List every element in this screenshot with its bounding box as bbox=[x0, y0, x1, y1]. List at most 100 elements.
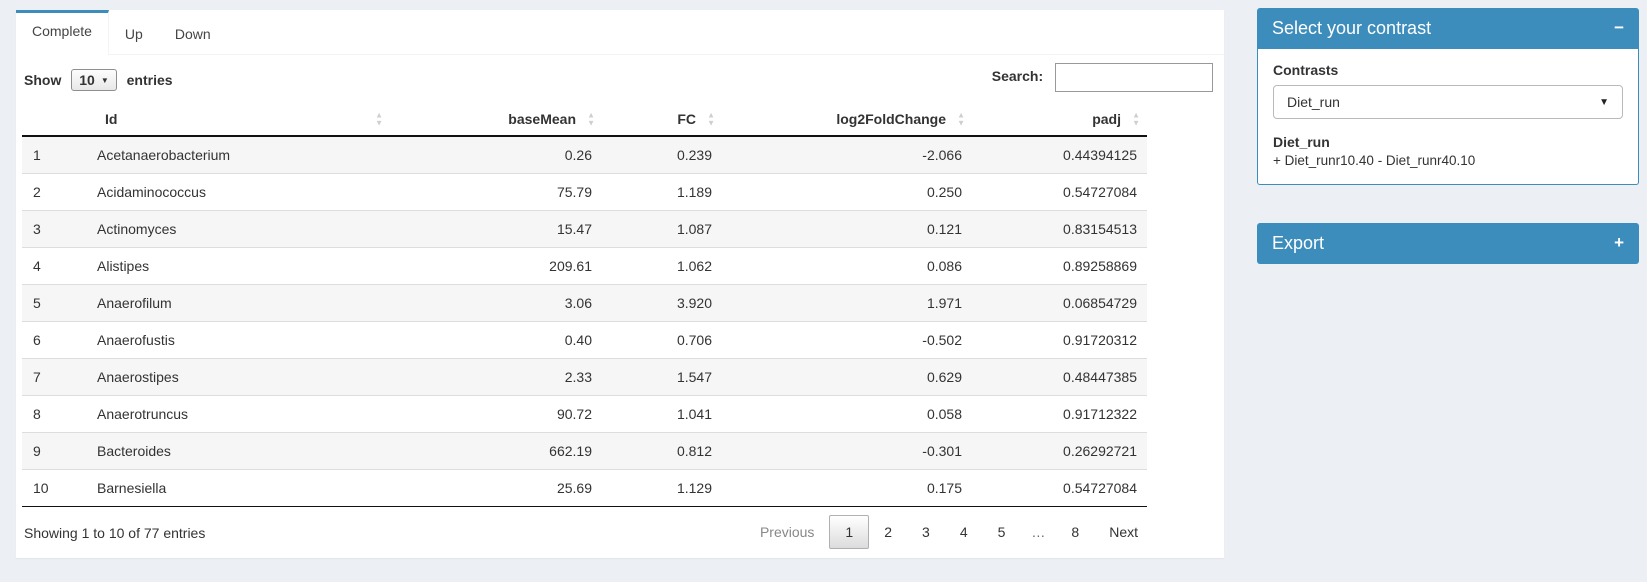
header-padj[interactable]: padj ▲ ▼ bbox=[972, 103, 1147, 137]
page-length-value: 10 bbox=[79, 72, 95, 88]
contrast-select[interactable]: Diet_run ▼ bbox=[1273, 85, 1623, 119]
table-row: 10 Barnesiella 25.69 1.129 0.175 0.54727084 bbox=[22, 469, 1147, 507]
pagination-page-4[interactable]: 4 bbox=[959, 524, 968, 540]
pagination: Previous 1 2 3 4 5 … 8 Next bbox=[745, 515, 1153, 549]
table-cell: Acidaminococcus bbox=[80, 173, 390, 211]
table-cell: 1.041 bbox=[602, 395, 722, 433]
pagination-page-1[interactable]: 1 bbox=[829, 515, 870, 549]
table-cell: 0.44394125 bbox=[1063, 147, 1137, 163]
pagination-page-2[interactable]: 2 bbox=[884, 524, 893, 540]
table-cell: 3.06 bbox=[390, 284, 602, 322]
table-cell: 0.175 bbox=[722, 469, 972, 507]
table-cell: 1.547 bbox=[602, 358, 722, 396]
table-cell: 2 bbox=[22, 173, 80, 211]
table-body: 1 Acetanaerobacterium 0.26 0.239 -2.066 0.443… bbox=[22, 136, 1147, 507]
sort-icon: ▲ ▼ bbox=[375, 110, 383, 127]
table-cell: Actinomyces bbox=[80, 210, 390, 248]
pagination-page-5[interactable]: 5 bbox=[997, 524, 1006, 540]
table-cell: -0.301 bbox=[722, 432, 972, 470]
table-cell: 0.706 bbox=[602, 321, 722, 359]
table-row: 3 Actinomyces 15.47 1.087 0.121 0.83154513 bbox=[22, 210, 1147, 248]
table-cell: Anaerostipes bbox=[80, 358, 390, 396]
contrast-panel: Select your contrast − Contrasts Diet_ru… bbox=[1257, 8, 1639, 185]
table-cell: 1.971 bbox=[722, 284, 972, 322]
table-cell: 0.812 bbox=[602, 432, 722, 470]
table-row: 6 Anaerofustis 0.40 0.706 -0.502 0.91720312 bbox=[22, 321, 1147, 359]
table-cell: 0.121 bbox=[722, 210, 972, 248]
table-cell: 0.54727084 bbox=[972, 173, 1147, 211]
contrast-panel-header[interactable]: Select your contrast − bbox=[1257, 8, 1639, 49]
pagination-next[interactable]: Next bbox=[1109, 524, 1138, 540]
table-cell: 90.72 bbox=[390, 395, 602, 433]
table-cell: 1.062 bbox=[602, 247, 722, 285]
table-cell: 75.79 bbox=[390, 173, 602, 211]
search-input[interactable] bbox=[1055, 63, 1213, 92]
table-cell: 0.89258869 bbox=[972, 247, 1147, 285]
table-cell: 7 bbox=[22, 358, 80, 396]
expand-icon[interactable]: + bbox=[1614, 233, 1624, 252]
table-cell: Bacteroides bbox=[80, 432, 390, 470]
table-cell: 1.087 bbox=[602, 210, 722, 248]
table-cell: -0.502 bbox=[722, 321, 972, 359]
pagination-previous[interactable]: Previous bbox=[759, 524, 815, 540]
table-cell: 1.129 bbox=[602, 469, 722, 507]
sort-icon: ▲ ▼ bbox=[707, 110, 715, 127]
table-cell: 0.91720312 bbox=[972, 321, 1147, 359]
table-cell: Acetanaerobacterium bbox=[97, 147, 231, 163]
table-cell: 0.06854729 bbox=[972, 284, 1147, 322]
page-length-select[interactable]: 10 ▼ bbox=[71, 69, 117, 91]
table-row: 7 Anaerostipes 2.33 1.547 0.629 0.48447385 bbox=[22, 358, 1147, 396]
results-box: Complete Up Down Show 10 ▼ entries Searc… bbox=[16, 10, 1224, 558]
header-fc[interactable]: FC ▲ ▼ bbox=[602, 103, 722, 137]
contrast-panel-body: Contrasts Diet_run ▼ Diet_run + Diet_run… bbox=[1257, 49, 1639, 185]
table-row: 2 Acidaminococcus 75.79 1.189 0.250 0.5472708… bbox=[22, 173, 1147, 211]
export-panel-title: Export bbox=[1272, 233, 1325, 253]
table-cell: 10 bbox=[22, 469, 80, 507]
collapse-icon[interactable]: − bbox=[1614, 18, 1624, 37]
tab-up[interactable]: Up bbox=[124, 26, 143, 42]
page-length-control: Show 10 ▼ entries bbox=[24, 69, 173, 91]
tab-down[interactable]: Down bbox=[174, 26, 211, 42]
tab-complete[interactable]: Complete bbox=[16, 10, 109, 55]
show-label: Show bbox=[24, 72, 62, 88]
results-tabs: Complete Up Down bbox=[16, 10, 1224, 55]
header-basemean[interactable]: baseMean ▲ ▼ bbox=[390, 103, 602, 137]
entries-label: entries bbox=[126, 72, 173, 88]
table-cell: Barnesiella bbox=[80, 469, 390, 507]
caret-down-icon: ▼ bbox=[100, 75, 109, 85]
contrast-formula: + Diet_runr10.40 - Diet_runr40.10 bbox=[1273, 153, 1476, 168]
table-cell: 9 bbox=[22, 432, 80, 470]
table-cell: Anaerofustis bbox=[80, 321, 390, 359]
table-cell: 0.058 bbox=[722, 395, 972, 433]
table-cell: 0.54727084 bbox=[972, 469, 1147, 507]
table-cell: 0.26 bbox=[564, 147, 592, 163]
contrasts-label: Contrasts bbox=[1273, 62, 1339, 78]
table-row: 1 Acetanaerobacterium 0.26 0.239 -2.066 0.443… bbox=[22, 136, 1147, 174]
table-cell: 0.629 bbox=[722, 358, 972, 396]
table-cell: 3.920 bbox=[602, 284, 722, 322]
table-cell: 0.48447385 bbox=[972, 358, 1147, 396]
table-row: 5 Anaerofilum 3.06 3.920 1.971 0.06854729 bbox=[22, 284, 1147, 322]
table-cell: 0.40 bbox=[390, 321, 602, 359]
table-row: 8 Anaerotruncus 90.72 1.041 0.058 0.91712322 bbox=[22, 395, 1147, 433]
sort-icon: ▲ ▼ bbox=[957, 110, 965, 127]
table-cell: 209.61 bbox=[390, 247, 602, 285]
pagination-page-3[interactable]: 3 bbox=[922, 524, 930, 540]
header-id[interactable]: Id ▲ ▼ bbox=[80, 103, 390, 137]
table-info: Showing 1 to 10 of 77 entries bbox=[24, 525, 206, 541]
table-row: 4 Alistipes 209.61 1.062 0.086 0.89258869 bbox=[22, 247, 1147, 285]
export-panel-header[interactable]: Export + bbox=[1257, 223, 1639, 264]
table-cell: 0.086 bbox=[722, 247, 972, 285]
pagination-page-8[interactable]: 8 bbox=[1071, 524, 1080, 540]
sort-icon: ▲ ▼ bbox=[587, 110, 595, 127]
tab-content-complete: Show 10 ▼ entries Search: bbox=[16, 55, 1224, 557]
contrast-select-value: Diet_run bbox=[1287, 94, 1340, 110]
header-row-number bbox=[22, 103, 80, 137]
header-log2foldchange[interactable]: log2FoldChange ▲ ▼ bbox=[722, 103, 972, 137]
table-cell: 662.19 bbox=[390, 432, 602, 470]
table-cell: 2.33 bbox=[390, 358, 602, 396]
table-row: 9 Bacteroides 662.19 0.812 -0.301 0.26292721 bbox=[22, 432, 1147, 470]
table-header-row: Id ▲ ▼ baseMean ▲ ▼ FC ▲ ▼ bbox=[22, 103, 1147, 137]
table-cell: 3 bbox=[22, 210, 80, 248]
table-cell: Anaerofilum bbox=[80, 284, 390, 322]
